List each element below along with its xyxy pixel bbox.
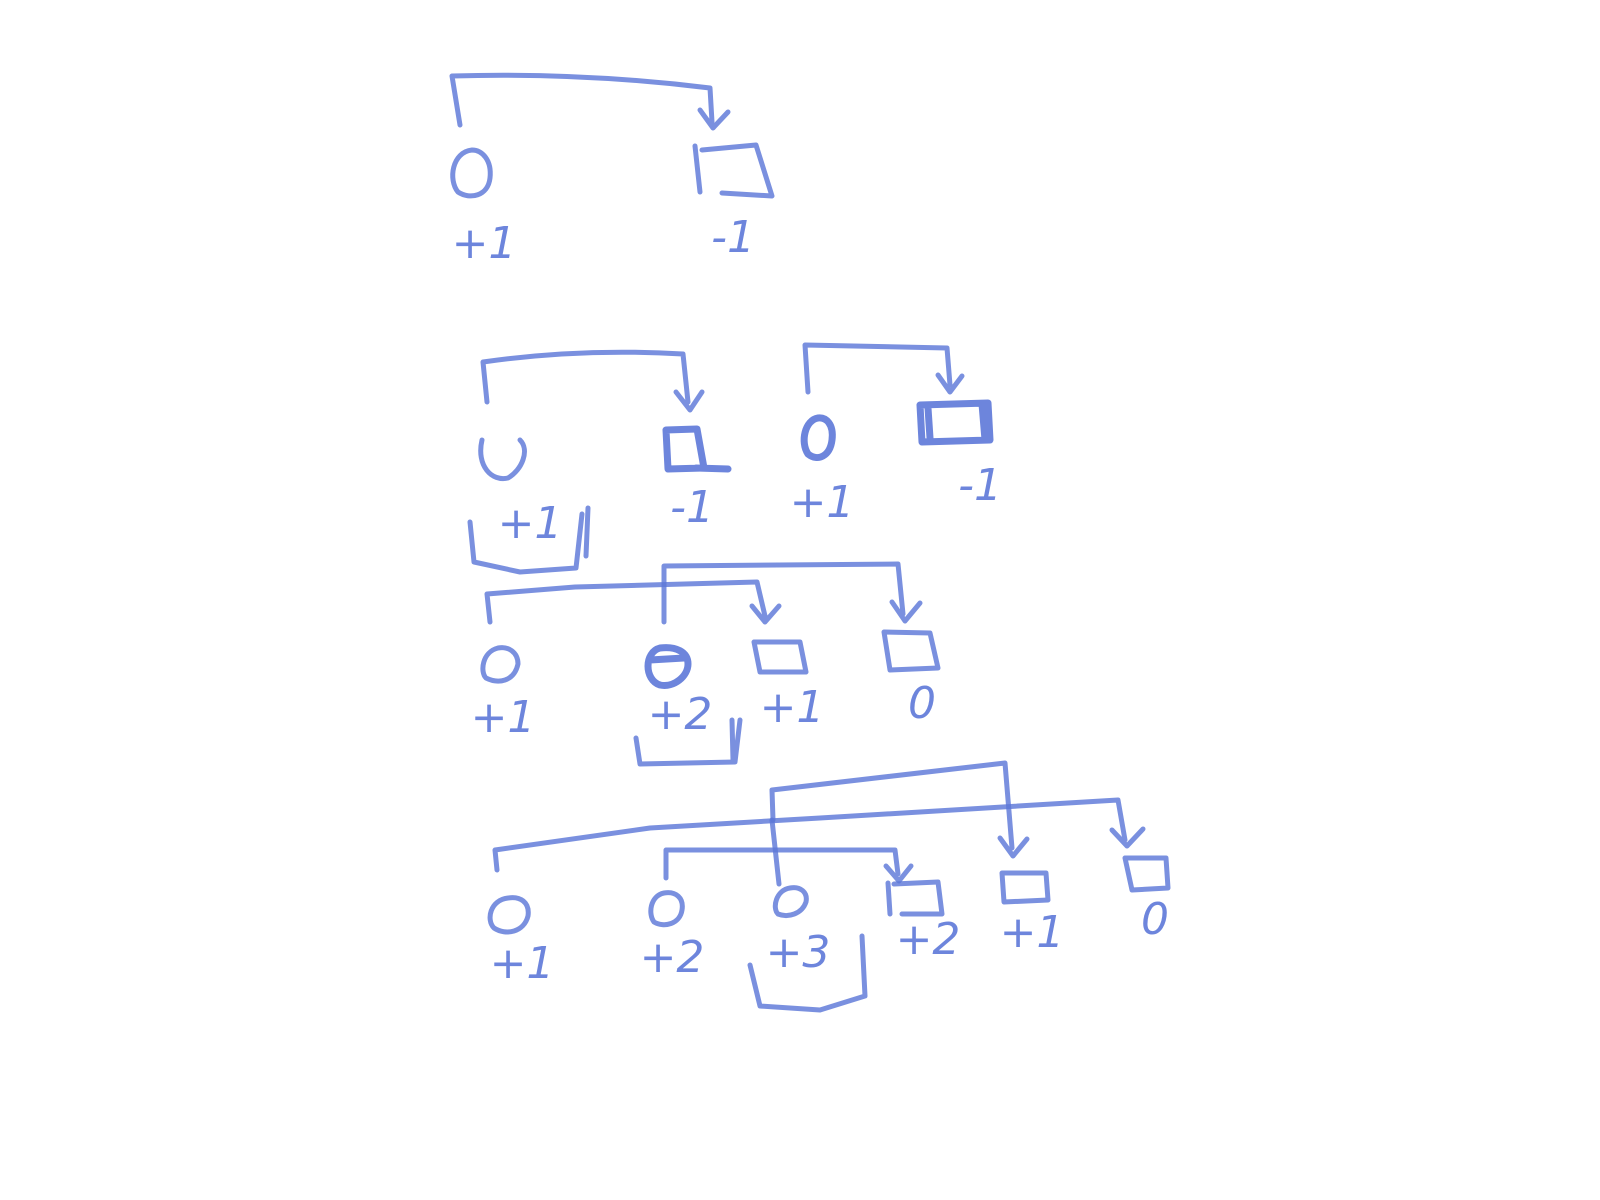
circle-node	[478, 437, 527, 482]
node-label: +1	[490, 938, 555, 989]
diagram-row-3: +1 +2 +1 0	[471, 561, 941, 767]
square-node	[692, 142, 775, 199]
square-node	[916, 399, 994, 446]
arrow-connector	[663, 847, 914, 884]
node-label: +1	[471, 692, 536, 743]
diagram-row-2: +1 -1 +1 -1	[467, 342, 1002, 575]
emphasis-bracket	[633, 717, 743, 767]
emphasis-bracket	[747, 933, 868, 1013]
circle-node	[800, 414, 836, 461]
node-label: +2	[640, 932, 705, 983]
node-label: +1	[760, 682, 825, 733]
circle-node	[480, 645, 521, 684]
node-label: +3	[766, 927, 831, 978]
node-label: +1	[790, 477, 855, 528]
node-label: 0	[908, 678, 936, 729]
circle-node	[487, 895, 531, 935]
node-label: -1	[670, 482, 714, 533]
circle-node	[772, 885, 809, 918]
connector-stem	[769, 817, 782, 887]
square-node	[881, 629, 941, 673]
square-node	[999, 870, 1051, 905]
node-label: 0	[1141, 894, 1169, 945]
emphasis-bracket	[467, 505, 591, 575]
square-node	[662, 425, 732, 473]
circle-node	[450, 147, 493, 199]
square-node	[751, 639, 809, 675]
arrow-connector	[802, 342, 965, 395]
node-label: +1	[498, 498, 563, 549]
node-label: +2	[648, 689, 713, 740]
arrow-connector	[769, 760, 1030, 859]
node-label: +1	[452, 218, 517, 269]
square-node	[885, 879, 945, 917]
square-node	[1122, 855, 1171, 893]
arrow-connector	[661, 561, 923, 625]
circle-node	[644, 644, 692, 689]
arrow-connector	[492, 797, 1146, 873]
circle-node	[648, 890, 685, 928]
diagram-row-1: +1 -1	[449, 72, 775, 269]
node-label: +1	[1000, 907, 1065, 958]
arrow-connector	[449, 72, 731, 131]
arrow-connector	[484, 579, 782, 625]
arrow-connector	[480, 349, 705, 413]
node-label: -1	[711, 212, 755, 263]
node-label: -1	[958, 460, 1002, 511]
diagram-row-4: +1 +2 +3 +2 +1 0	[487, 760, 1171, 1013]
node-label: +2	[896, 914, 961, 965]
